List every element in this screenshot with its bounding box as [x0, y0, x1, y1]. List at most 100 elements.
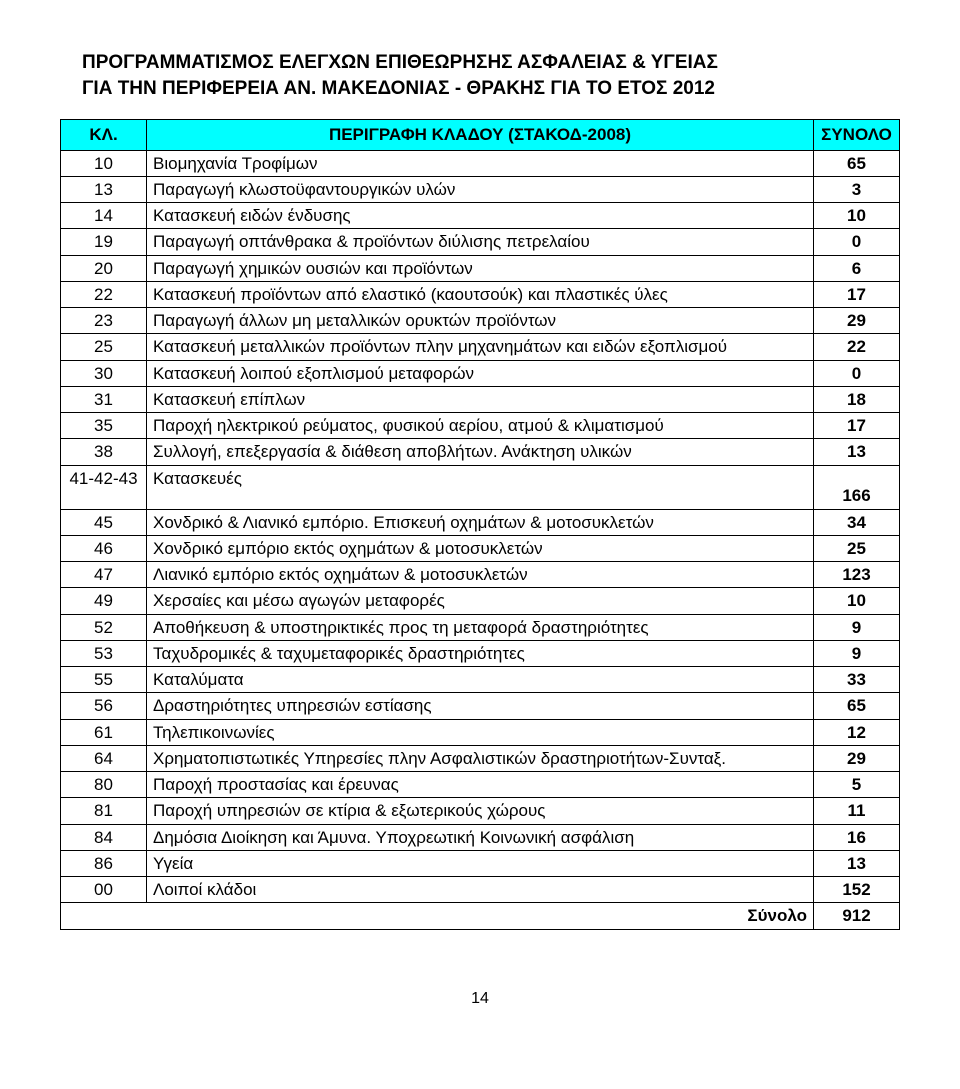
row-desc: Καταλύματα	[147, 667, 814, 693]
row-code: 81	[61, 798, 147, 824]
row-code: 19	[61, 229, 147, 255]
row-code: 22	[61, 281, 147, 307]
row-desc: Παροχή υπηρεσιών σε κτίρια & εξωτερικούς…	[147, 798, 814, 824]
table-row: 13Παραγωγή κλωστοϋφαντουργικών υλών3	[61, 176, 900, 202]
row-value: 5	[814, 772, 900, 798]
row-code: 38	[61, 439, 147, 465]
row-desc: Παραγωγή κλωστοϋφαντουργικών υλών	[147, 176, 814, 202]
row-desc: Παραγωγή χημικών ουσιών και προϊόντων	[147, 255, 814, 281]
table-row: 45Χονδρικό & Λιανικό εμπόριο. Επισκευή ο…	[61, 509, 900, 535]
header-total: ΣΥΝΟΛΟ	[814, 120, 900, 150]
row-value: 11	[814, 798, 900, 824]
document-title: ΠΡΟΓΡΑΜΜΑΤΙΣΜΟΣ ΕΛΕΓΧΩΝ ΕΠΙΘΕΩΡΗΣΗΣ ΑΣΦΑ…	[60, 50, 900, 101]
row-value: 9	[814, 640, 900, 666]
row-code: 23	[61, 308, 147, 334]
table-row: 84Δημόσια Διοίκηση και Άμυνα. Υποχρεωτικ…	[61, 824, 900, 850]
row-desc: Δημόσια Διοίκηση και Άμυνα. Υποχρεωτική …	[147, 824, 814, 850]
row-value: 10	[814, 203, 900, 229]
row-value: 17	[814, 413, 900, 439]
row-desc: Δραστηριότητες υπηρεσιών εστίασης	[147, 693, 814, 719]
table-row: 41-42-43Κατασκευές166	[61, 465, 900, 509]
row-code: 49	[61, 588, 147, 614]
row-value: 13	[814, 850, 900, 876]
table-row: 20Παραγωγή χημικών ουσιών και προϊόντων6	[61, 255, 900, 281]
row-code: 20	[61, 255, 147, 281]
row-desc: Χονδρικό & Λιανικό εμπόριο. Επισκευή οχη…	[147, 509, 814, 535]
row-code: 45	[61, 509, 147, 535]
table-row: 47Λιανικό εμπόριο εκτός οχημάτων & μοτοσ…	[61, 562, 900, 588]
row-code: 52	[61, 614, 147, 640]
row-value: 12	[814, 719, 900, 745]
row-desc: Κατασκευή λοιπού εξοπλισμού μεταφορών	[147, 360, 814, 386]
row-value: 17	[814, 281, 900, 307]
row-code: 86	[61, 850, 147, 876]
row-value: 22	[814, 334, 900, 360]
row-code: 53	[61, 640, 147, 666]
table-row: 80Παροχή προστασίας και έρευνας5	[61, 772, 900, 798]
row-value: 10	[814, 588, 900, 614]
row-code: 35	[61, 413, 147, 439]
row-value: 13	[814, 439, 900, 465]
row-desc: Ταχυδρομικές & ταχυμεταφορικές δραστηριό…	[147, 640, 814, 666]
row-code: 30	[61, 360, 147, 386]
row-desc: Παροχή ηλεκτρικού ρεύματος, φυσικού αερί…	[147, 413, 814, 439]
row-value: 65	[814, 150, 900, 176]
row-code: 84	[61, 824, 147, 850]
table-row: 31Κατασκευή επίπλων18	[61, 386, 900, 412]
row-value: 34	[814, 509, 900, 535]
table-row: 10Βιομηχανία Τροφίμων65	[61, 150, 900, 176]
row-code: 46	[61, 535, 147, 561]
table-row: 00Λοιποί κλάδοι152	[61, 877, 900, 903]
row-desc: Λοιποί κλάδοι	[147, 877, 814, 903]
table-row: 64Χρηματοπιστωτικές Υπηρεσίες πλην Ασφαλ…	[61, 745, 900, 771]
table-row: 23Παραγωγή άλλων μη μεταλλικών ορυκτών π…	[61, 308, 900, 334]
page-number: 14	[60, 990, 900, 1008]
table-row: 86Υγεία13	[61, 850, 900, 876]
row-desc: Χρηματοπιστωτικές Υπηρεσίες πλην Ασφαλισ…	[147, 745, 814, 771]
row-value: 0	[814, 360, 900, 386]
row-code: 61	[61, 719, 147, 745]
row-value: 166	[814, 465, 900, 509]
table-row: 35Παροχή ηλεκτρικού ρεύματος, φυσικού αε…	[61, 413, 900, 439]
row-desc: Παροχή προστασίας και έρευνας	[147, 772, 814, 798]
row-code: 31	[61, 386, 147, 412]
row-desc: Κατασκευές	[147, 465, 814, 509]
title-line-1: ΠΡΟΓΡΑΜΜΑΤΙΣΜΟΣ ΕΛΕΓΧΩΝ ΕΠΙΘΕΩΡΗΣΗΣ ΑΣΦΑ…	[82, 52, 718, 73]
header-kl: ΚΛ.	[61, 120, 147, 150]
table-row: 53Ταχυδρομικές & ταχυμεταφορικές δραστηρ…	[61, 640, 900, 666]
row-value: 33	[814, 667, 900, 693]
row-desc: Κατασκευή προϊόντων από ελαστικό (καουτσ…	[147, 281, 814, 307]
row-code: 25	[61, 334, 147, 360]
row-code: 64	[61, 745, 147, 771]
table-row: 61Τηλεπικοινωνίες12	[61, 719, 900, 745]
row-value: 0	[814, 229, 900, 255]
row-desc: Αποθήκευση & υποστηρικτικές προς τη μετα…	[147, 614, 814, 640]
table-row: 52Αποθήκευση & υποστηρικτικές προς τη με…	[61, 614, 900, 640]
total-label: Σύνολο	[61, 903, 814, 929]
row-code: 14	[61, 203, 147, 229]
row-code: 10	[61, 150, 147, 176]
row-value: 25	[814, 535, 900, 561]
row-value: 29	[814, 745, 900, 771]
row-desc: Κατασκευή επίπλων	[147, 386, 814, 412]
table-row: 56Δραστηριότητες υπηρεσιών εστίασης65	[61, 693, 900, 719]
row-value: 65	[814, 693, 900, 719]
row-code: 56	[61, 693, 147, 719]
table-header-row: ΚΛ. ΠΕΡΙΓΡΑΦΗ ΚΛΑΔΟΥ (ΣΤΑΚΟΔ-2008) ΣΥΝΟΛ…	[61, 120, 900, 150]
row-desc: Τηλεπικοινωνίες	[147, 719, 814, 745]
row-code: 00	[61, 877, 147, 903]
row-code: 47	[61, 562, 147, 588]
row-desc: Κατασκευή μεταλλικών προϊόντων πλην μηχα…	[147, 334, 814, 360]
table-row: 38Συλλογή, επεξεργασία & διάθεση αποβλήτ…	[61, 439, 900, 465]
row-desc: Παραγωγή οπτάνθρακα & προϊόντων διύλισης…	[147, 229, 814, 255]
row-value: 152	[814, 877, 900, 903]
table-row: 25Κατασκευή μεταλλικών προϊόντων πλην μη…	[61, 334, 900, 360]
row-code: 55	[61, 667, 147, 693]
table-total-row: Σύνολο912	[61, 903, 900, 929]
table-row: 14Κατασκευή ειδών ένδυσης10	[61, 203, 900, 229]
row-code: 41-42-43	[61, 465, 147, 509]
total-value: 912	[814, 903, 900, 929]
row-value: 29	[814, 308, 900, 334]
title-line-2: ΓΙΑ ΤΗΝ ΠΕΡΙΦΕΡΕΙΑ ΑΝ. ΜΑΚΕΔΟΝΙΑΣ - ΘΡΑΚ…	[82, 78, 715, 99]
table-row: 81Παροχή υπηρεσιών σε κτίρια & εξωτερικο…	[61, 798, 900, 824]
